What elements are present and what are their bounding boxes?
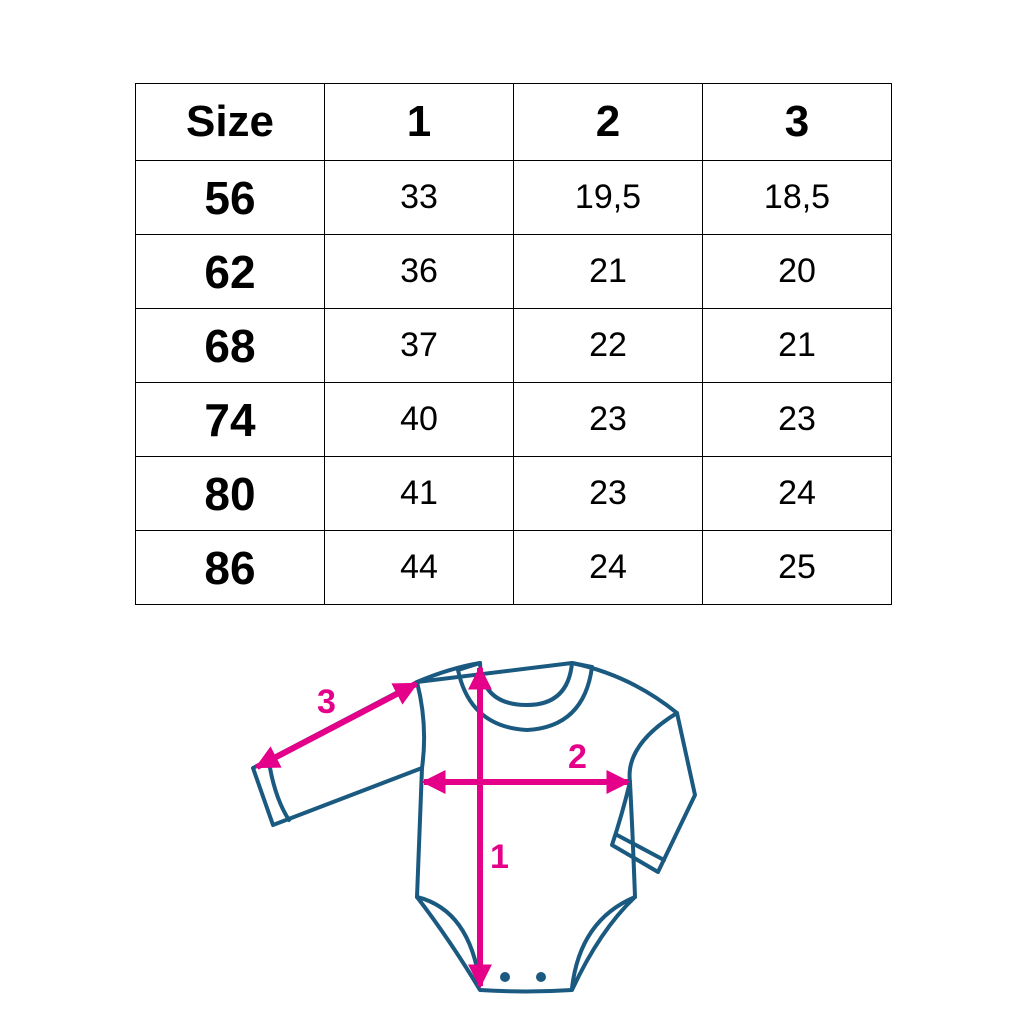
measure-3-cell: 24 [702, 456, 892, 531]
size-cell: 86 [135, 530, 325, 605]
measure-1-cell: 36 [324, 234, 514, 309]
snap-button-dot [536, 972, 546, 982]
measure-1-cell: 44 [324, 530, 514, 605]
measure-2-cell: 21 [513, 234, 703, 309]
measure-3-cell: 20 [702, 234, 892, 309]
bodysuit-outline [251, 661, 697, 994]
measurement-arrows [254, 665, 631, 989]
label-2: 2 [568, 738, 587, 776]
table-body: 56 33 19,5 18,5 62 36 21 20 68 37 22 21 74 40 23 23 80 41… [135, 160, 892, 605]
snap-button-dot [500, 972, 510, 982]
header-measure-1: 1 [324, 83, 514, 161]
table-row: 56 33 19,5 18,5 [135, 160, 892, 235]
table-row: 62 36 21 20 [135, 234, 892, 309]
measure-1-cell: 41 [324, 456, 514, 531]
measure-2-cell: 24 [513, 530, 703, 605]
measure-3-cell: 23 [702, 382, 892, 457]
table-row: 80 41 23 24 [135, 456, 892, 531]
table-row: 68 37 22 21 [135, 308, 892, 383]
measure-1-cell: 33 [324, 160, 514, 235]
header-measure-2: 2 [513, 83, 703, 161]
sleeve-arrow [254, 681, 419, 770]
size-cell: 80 [135, 456, 325, 531]
label-1: 1 [490, 838, 509, 876]
measure-1-cell: 37 [324, 308, 514, 383]
size-cell: 74 [135, 382, 325, 457]
table-row: 74 40 23 23 [135, 382, 892, 457]
measure-3-cell: 21 [702, 308, 892, 383]
label-3: 3 [317, 683, 336, 721]
measure-3-cell: 18,5 [702, 160, 892, 235]
table-row: 86 44 24 25 [135, 530, 892, 605]
measure-3-cell: 25 [702, 530, 892, 605]
measure-2-cell: 23 [513, 456, 703, 531]
measure-1-cell: 40 [324, 382, 514, 457]
header-size: Size [135, 83, 325, 161]
size-cell: 62 [135, 234, 325, 309]
size-cell: 68 [135, 308, 325, 383]
size-chart-table: Size 1 2 3 56 33 19,5 18,5 62 36 21 20 68 37 22 21 7… [135, 83, 892, 605]
